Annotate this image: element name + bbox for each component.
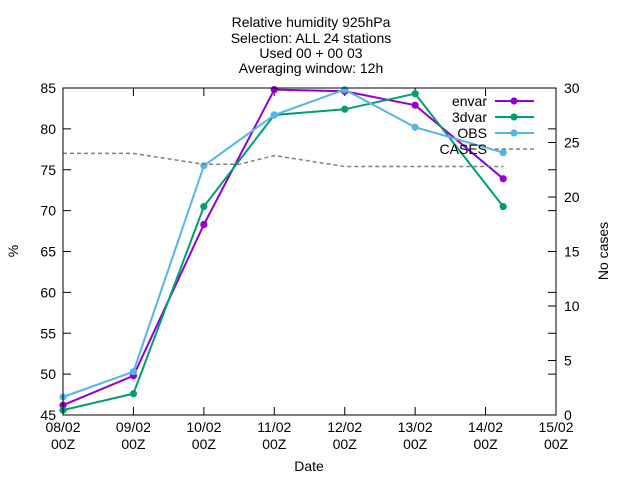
- plot-area: 45505560657075808505101520253008/0200Z09…: [40, 80, 579, 452]
- x-tick-label-date: 13/02: [398, 419, 433, 435]
- series-point-obs: [341, 86, 349, 94]
- series-point-envar: [200, 220, 208, 229]
- y2-tick-label: 5: [564, 353, 572, 369]
- y-tick-label: 65: [40, 244, 56, 260]
- x-tick-label-hour: 00Z: [262, 436, 287, 452]
- y2-tick-label: 10: [564, 298, 580, 314]
- series-point-obs: [411, 123, 419, 131]
- x-tick-label-date: 09/02: [116, 419, 151, 435]
- x-tick-label-date: 11/02: [257, 419, 291, 435]
- legend-marker-obs: [510, 129, 518, 137]
- legend-label-envar: envar: [452, 93, 487, 109]
- x-tick-label-date: 08/02: [45, 419, 80, 435]
- legend-marker-3dvar: [510, 113, 518, 121]
- x-tick-label-date: 14/02: [468, 419, 503, 435]
- y2-tick-label: 25: [564, 135, 580, 151]
- y-tick-label: 60: [40, 284, 56, 300]
- x-tick-label-hour: 00Z: [333, 436, 358, 452]
- legend-label-3dvar: 3dvar: [452, 109, 487, 125]
- chart-title: Relative humidity 925hPa Selection: ALL …: [231, 14, 392, 76]
- y-tick-label: 80: [40, 121, 56, 137]
- series-point-3dvar: [499, 202, 507, 211]
- series-point-obs: [129, 368, 138, 376]
- x-tick-label-hour: 00Z: [51, 436, 76, 452]
- y2-axis-label: No cases: [595, 222, 611, 280]
- title-line-1: Relative humidity 925hPa: [232, 14, 391, 30]
- plot-frame: [62, 87, 557, 416]
- y-axis-label: %: [5, 245, 21, 257]
- x-tick-label-hour: 00Z: [544, 436, 569, 452]
- legend-label-obs: OBS: [457, 125, 487, 141]
- series-point-3dvar: [411, 90, 419, 98]
- x-axis-label: Date: [294, 458, 324, 474]
- y2-tick-label: 0: [564, 407, 572, 423]
- series-point-3dvar: [200, 202, 208, 211]
- series-point-envar: [411, 101, 419, 109]
- legend-label-cases: CASES: [440, 141, 487, 157]
- x-tick-label-hour: 00Z: [403, 436, 428, 452]
- series-point-obs: [270, 111, 278, 119]
- y-tick-label: 75: [40, 162, 56, 178]
- y2-tick-label: 30: [564, 80, 580, 96]
- title-line-4: Averaging window: 12h: [239, 60, 384, 76]
- series-point-envar: [270, 86, 278, 94]
- y-tick-label: 50: [40, 366, 56, 382]
- series-line-cases: [63, 152, 504, 168]
- series-point-obs: [499, 148, 507, 157]
- y2-tick-label: 20: [564, 189, 580, 205]
- x-tick-label-date: 12/02: [327, 419, 362, 435]
- legend-marker-envar: [510, 97, 518, 105]
- x-tick-label-date: 10/02: [186, 419, 221, 435]
- y2-tick-label: 15: [564, 244, 580, 260]
- title-line-3: Used 00 + 00 03: [259, 45, 362, 61]
- x-tick-label-hour: 00Z: [121, 436, 146, 452]
- title-line-2: Selection: ALL 24 stations: [231, 30, 392, 46]
- y-tick-label: 70: [40, 203, 56, 219]
- y-tick-label: 45: [40, 407, 56, 423]
- series-point-envar: [499, 175, 507, 183]
- series-point-3dvar: [341, 105, 349, 113]
- x-tick-label-hour: 00Z: [474, 436, 499, 452]
- x-tick-label-hour: 00Z: [192, 436, 217, 452]
- series-point-3dvar: [129, 390, 138, 398]
- y-tick-label: 55: [40, 325, 56, 341]
- series-point-obs: [200, 162, 208, 170]
- x-tick-label-date: 15/02: [538, 419, 573, 435]
- y-tick-label: 85: [40, 80, 56, 96]
